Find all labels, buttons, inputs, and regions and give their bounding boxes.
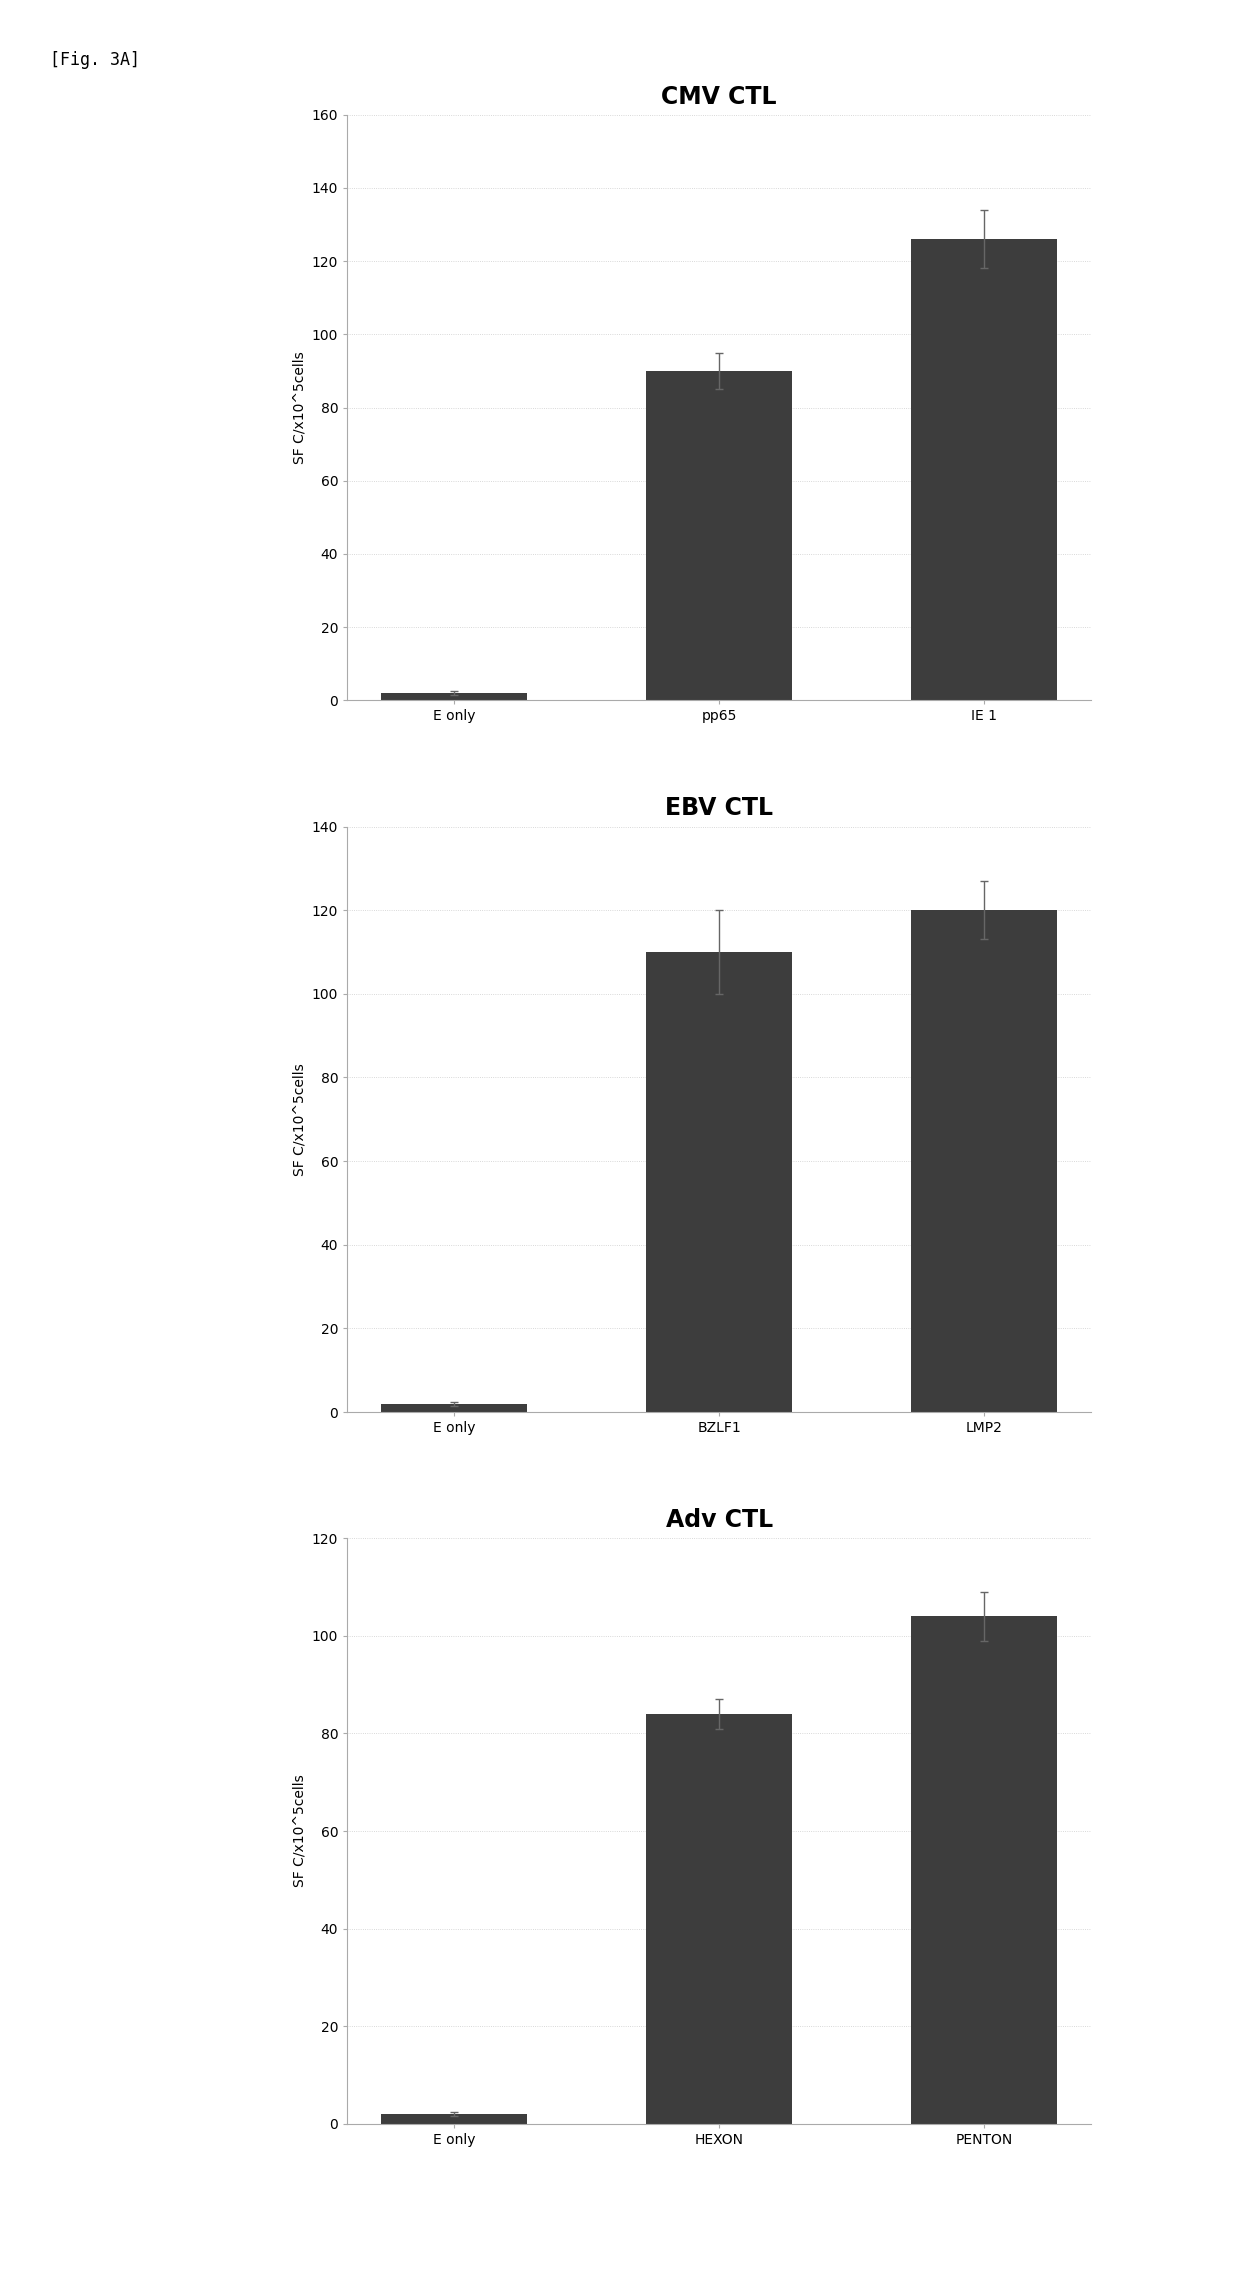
Bar xyxy=(381,693,527,700)
Bar xyxy=(646,953,792,1412)
Bar xyxy=(911,239,1058,700)
Y-axis label: SF C/x10^5cells: SF C/x10^5cells xyxy=(293,1063,306,1176)
Bar xyxy=(381,2115,527,2124)
Title: EBV CTL: EBV CTL xyxy=(665,797,774,820)
Bar xyxy=(911,909,1058,1412)
Y-axis label: SF C/x10^5cells: SF C/x10^5cells xyxy=(293,351,306,464)
Title: Adv CTL: Adv CTL xyxy=(666,1508,773,1531)
Y-axis label: SF C/x10^5cells: SF C/x10^5cells xyxy=(293,1775,306,1887)
Bar xyxy=(646,1713,792,2124)
Bar xyxy=(646,372,792,700)
Text: [Fig. 3A]: [Fig. 3A] xyxy=(50,51,140,69)
Bar xyxy=(911,1616,1058,2124)
Bar xyxy=(381,1403,527,1412)
Title: CMV CTL: CMV CTL xyxy=(661,85,777,108)
